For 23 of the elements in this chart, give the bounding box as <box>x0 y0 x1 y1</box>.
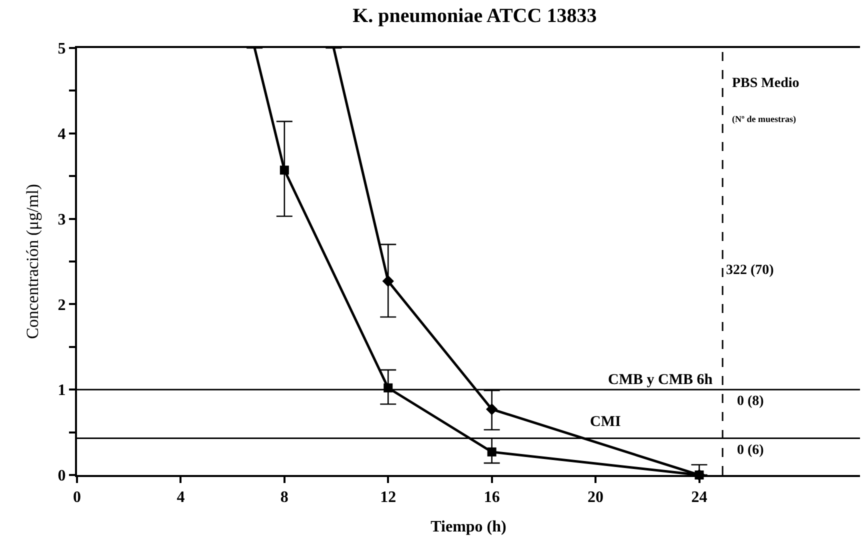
ref-line-label: CMI <box>590 414 621 430</box>
y-tick-label: 2 <box>58 296 66 314</box>
x-axis-title: Tiempo (h) <box>430 518 506 536</box>
x-tick-label: 16 <box>484 489 500 506</box>
annotation: 0 (6) <box>737 443 764 458</box>
x-tick-label: 12 <box>380 489 396 506</box>
annotation: (Nº de muestras) <box>732 114 796 124</box>
chart-title: K. pneumoniae ATCC 13833 <box>352 5 597 28</box>
x-tick-label: 8 <box>280 489 288 506</box>
y-tick-label: 4 <box>58 126 66 143</box>
y-tick-label: 5 <box>58 40 66 58</box>
annotation: 0 (8) <box>737 394 764 409</box>
y-tick-label: 3 <box>58 211 66 228</box>
ref-line-label: CMB y CMB 6h <box>608 372 714 388</box>
y-tick-label: 1 <box>58 382 66 400</box>
x-tick-label: 24 <box>691 489 708 506</box>
x-tick-label: 0 <box>73 489 81 506</box>
annotation: PBS Medio <box>732 76 800 91</box>
y-tick-label: 0 <box>58 468 66 485</box>
x-tick-label: 4 <box>176 489 185 506</box>
x-tick-label: 20 <box>588 489 604 506</box>
y-axis-title: Concentración (μg/ml) <box>22 184 42 339</box>
annotation: 322 (70) <box>726 263 774 278</box>
